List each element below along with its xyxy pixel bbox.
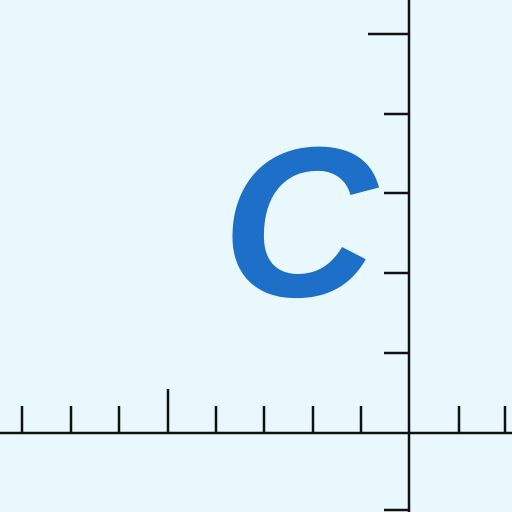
- letter-label: C: [222, 103, 377, 342]
